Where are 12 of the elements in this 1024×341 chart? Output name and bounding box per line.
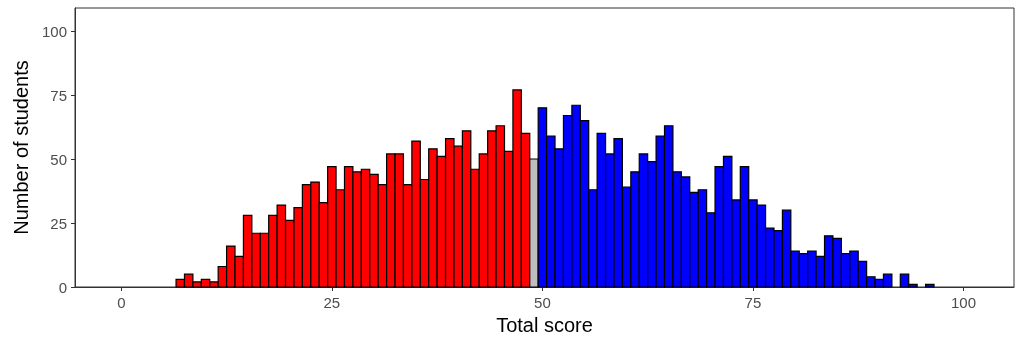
- x-tick-label: 0: [117, 294, 126, 311]
- y-tick-label: 100: [41, 22, 67, 40]
- y-tick-label: 0: [58, 278, 67, 296]
- x-tick-label: 50: [534, 294, 551, 311]
- x-tick-label: 75: [744, 294, 762, 311]
- x-axis-title: Total score: [496, 314, 593, 336]
- y-tick-label: 50: [50, 150, 67, 168]
- x-tick-label: 100: [950, 294, 976, 311]
- y-tick-label: 25: [50, 214, 67, 232]
- y-tick-label: 75: [50, 86, 67, 104]
- y-axis-title: Number of students: [10, 60, 33, 235]
- x-tick-label: 25: [323, 294, 341, 311]
